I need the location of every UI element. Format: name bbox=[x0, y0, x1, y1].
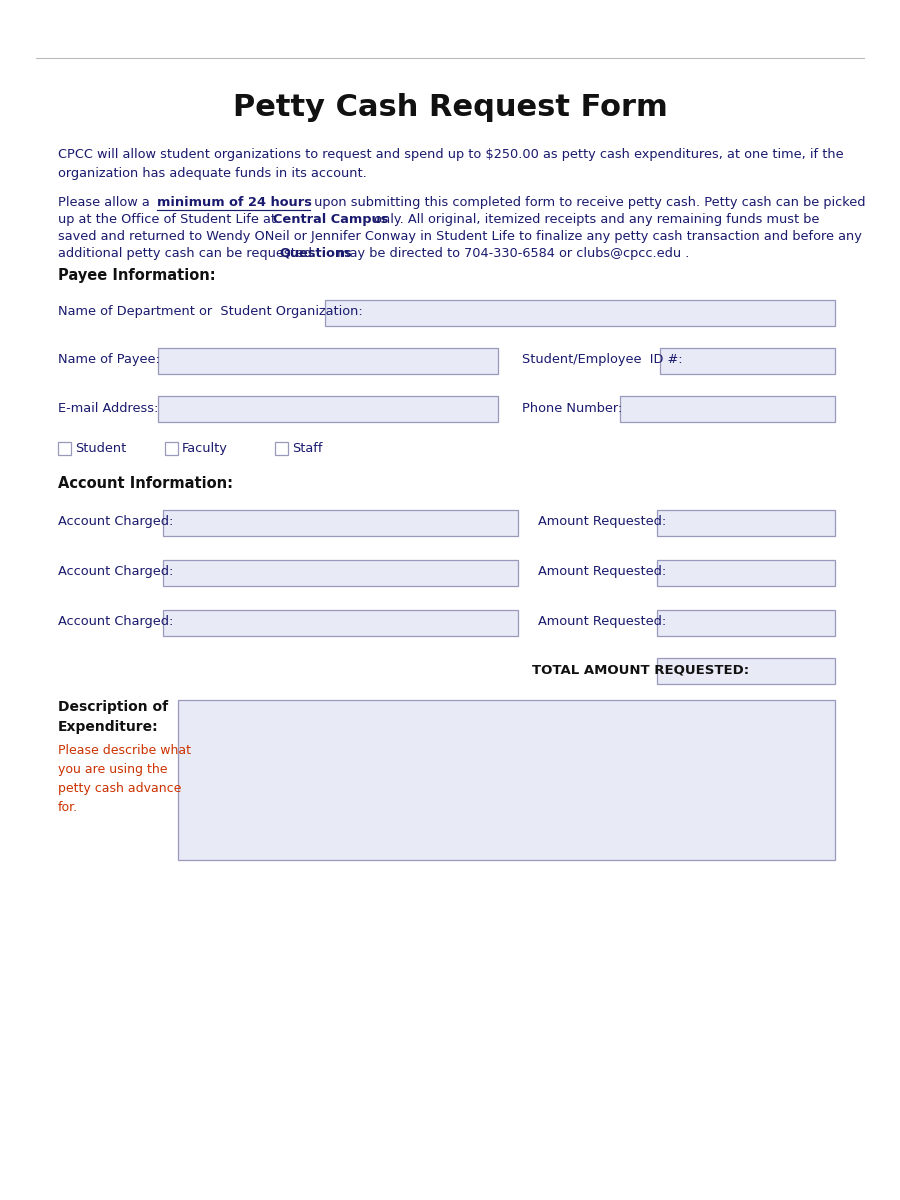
Text: Account Information:: Account Information: bbox=[58, 476, 233, 491]
Text: saved and returned to Wendy ONeil or Jennifer Conway in Student Life to finalize: saved and returned to Wendy ONeil or Jen… bbox=[58, 230, 862, 242]
Text: Account Charged:: Account Charged: bbox=[58, 616, 174, 629]
Bar bbox=[158, 396, 498, 422]
Text: Amount Requested:: Amount Requested: bbox=[538, 565, 666, 578]
Text: Description of
Expenditure:: Description of Expenditure: bbox=[58, 700, 168, 733]
Text: Account Charged:: Account Charged: bbox=[58, 516, 174, 528]
Bar bbox=[163, 610, 518, 636]
Text: Amount Requested:: Amount Requested: bbox=[538, 616, 666, 629]
Bar bbox=[325, 300, 835, 326]
Text: only. All original, itemized receipts and any remaining funds must be: only. All original, itemized receipts an… bbox=[370, 214, 819, 226]
Text: upon submitting this completed form to receive petty cash. Petty cash can be pic: upon submitting this completed form to r… bbox=[310, 196, 866, 209]
Bar bbox=[657, 510, 835, 536]
Text: minimum of 24 hours: minimum of 24 hours bbox=[157, 196, 312, 209]
Bar bbox=[58, 442, 71, 455]
Text: Phone Number:: Phone Number: bbox=[522, 402, 622, 414]
Text: TOTAL AMOUNT REQUESTED:: TOTAL AMOUNT REQUESTED: bbox=[532, 664, 749, 677]
Text: up at the Office of Student Life at: up at the Office of Student Life at bbox=[58, 214, 280, 226]
Text: Faculty: Faculty bbox=[182, 442, 228, 455]
Text: Please describe what
you are using the
petty cash advance
for.: Please describe what you are using the p… bbox=[58, 744, 191, 814]
Text: Petty Cash Request Form: Petty Cash Request Form bbox=[232, 94, 668, 122]
Text: Staff: Staff bbox=[292, 442, 322, 455]
Text: Payee Information:: Payee Information: bbox=[58, 268, 216, 283]
Bar bbox=[657, 610, 835, 636]
Text: Please allow a: Please allow a bbox=[58, 196, 154, 209]
Text: CPCC will allow student organizations to request and spend up to $250.00 as pett: CPCC will allow student organizations to… bbox=[58, 148, 843, 180]
Bar bbox=[657, 560, 835, 586]
Text: Name of Department or  Student Organization:: Name of Department or Student Organizati… bbox=[58, 306, 363, 318]
Bar bbox=[620, 396, 835, 422]
Bar bbox=[165, 442, 178, 455]
Bar bbox=[158, 348, 498, 374]
Text: Central Campus: Central Campus bbox=[273, 214, 389, 226]
Bar bbox=[163, 560, 518, 586]
Text: Student: Student bbox=[75, 442, 126, 455]
Text: may be directed to 704-330-6584 or clubs@cpcc.edu .: may be directed to 704-330-6584 or clubs… bbox=[333, 247, 689, 260]
Bar bbox=[660, 348, 835, 374]
Text: E-mail Address:: E-mail Address: bbox=[58, 402, 158, 414]
Bar bbox=[275, 442, 288, 455]
Text: Student/Employee  ID #:: Student/Employee ID #: bbox=[522, 354, 682, 366]
Text: Account Charged:: Account Charged: bbox=[58, 565, 174, 578]
Bar bbox=[163, 510, 518, 536]
Text: Name of Payee:: Name of Payee: bbox=[58, 354, 160, 366]
Text: additional petty cash can be requested.: additional petty cash can be requested. bbox=[58, 247, 320, 260]
Bar bbox=[178, 700, 835, 860]
Text: Amount Requested:: Amount Requested: bbox=[538, 516, 666, 528]
Bar bbox=[657, 658, 835, 684]
Text: Questions: Questions bbox=[279, 247, 352, 260]
